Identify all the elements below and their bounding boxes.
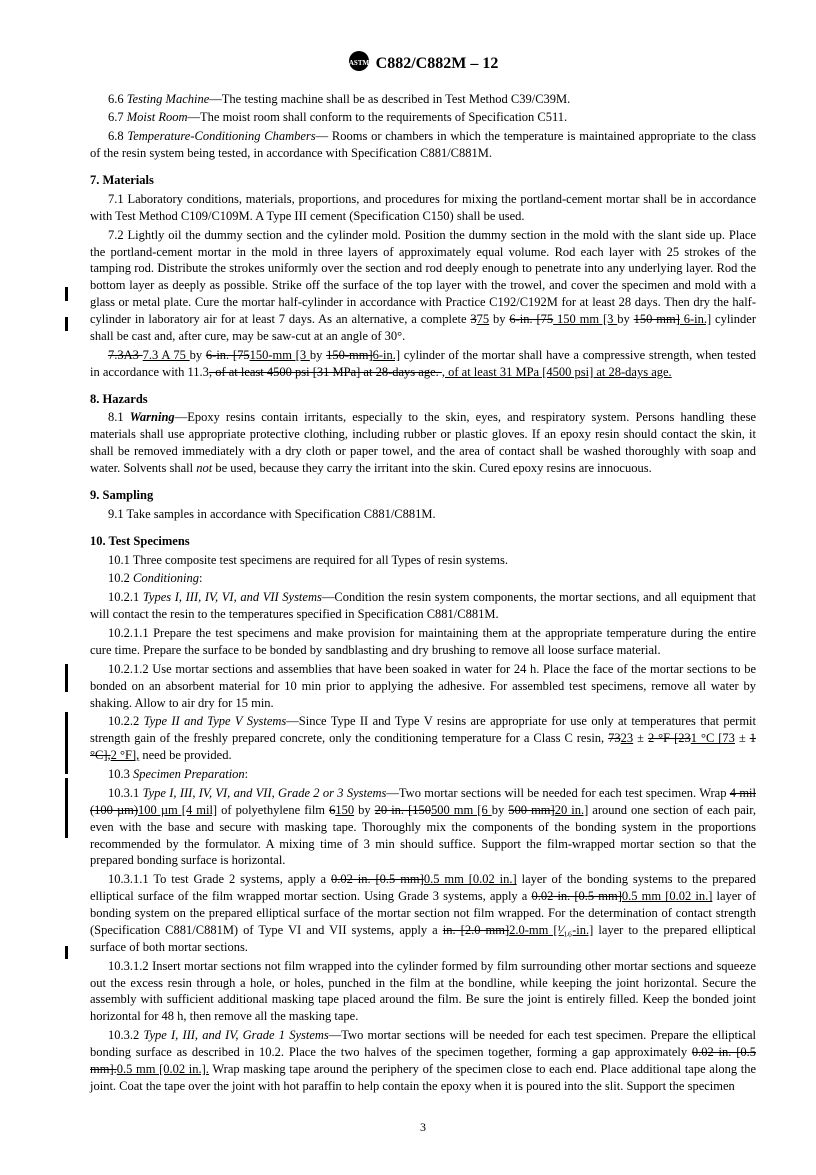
- p-7-2: 7.2 Lightly oil the dummy section and th…: [90, 227, 756, 345]
- p-6-6: 6.6 Testing Machine—The testing machine …: [90, 91, 756, 108]
- h7: 7. Materials: [90, 172, 756, 189]
- p-9-1: 9.1 Take samples in accordance with Spec…: [90, 506, 756, 523]
- p-10-1: 10.1 Three composite test specimens are …: [90, 552, 756, 569]
- page-number: 3: [90, 1119, 756, 1135]
- p-10-3-2: 10.3.2 Type I, III, and IV, Grade 1 Syst…: [90, 1027, 756, 1095]
- p-10-2-1-1: 10.2.1.1 Prepare the test specimens and …: [90, 625, 756, 659]
- revision-bar: [65, 317, 68, 331]
- p-10-2: 10.2 Conditioning:: [90, 570, 756, 587]
- revision-bar: [65, 664, 68, 692]
- p-10-2-1-2: 10.2.1.2 Use mortar sections and assembl…: [90, 661, 756, 712]
- p-7-1: 7.1 Laboratory conditions, materials, pr…: [90, 191, 756, 225]
- h8: 8. Hazards: [90, 391, 756, 408]
- astm-logo-icon: ASTM: [348, 50, 370, 79]
- p-10-2-1: 10.2.1 Types I, III, IV, VI, and VII Sys…: [90, 589, 756, 623]
- p-10-3-1: 10.3.1 Type I, III, IV, VI, and VII, Gra…: [90, 785, 756, 869]
- p-7-3: 7.3A3 7.3 A 75 by 6-in. [75150-mm [3 by …: [90, 347, 756, 381]
- h9: 9. Sampling: [90, 487, 756, 504]
- revision-bar: [65, 287, 68, 301]
- revision-bar: [65, 946, 68, 959]
- revision-bar: [65, 778, 68, 838]
- svg-text:ASTM: ASTM: [349, 59, 370, 67]
- designation: C882/C882M – 12: [376, 55, 499, 72]
- p-10-3: 10.3 Specimen Preparation:: [90, 766, 756, 783]
- p-6-8: 6.8 Temperature-Conditioning Chambers— R…: [90, 128, 756, 162]
- p-8-1: 8.1 Warning—Epoxy resins contain irritan…: [90, 409, 756, 477]
- p-10-2-2: 10.2.2 Type II and Type V Systems—Since …: [90, 713, 756, 764]
- page-root: ASTM C882/C882M – 12 6.6 Testing Machine…: [0, 0, 816, 1175]
- h10: 10. Test Specimens: [90, 533, 756, 550]
- p-10-3-1-1: 10.3.1.1 To test Grade 2 systems, apply …: [90, 871, 756, 955]
- revision-bar: [65, 712, 68, 774]
- p-6-7: 6.7 Moist Room—The moist room shall conf…: [90, 109, 756, 126]
- header: ASTM C882/C882M – 12: [90, 50, 756, 79]
- p-10-3-1-2: 10.3.1.2 Insert mortar sections not film…: [90, 958, 756, 1026]
